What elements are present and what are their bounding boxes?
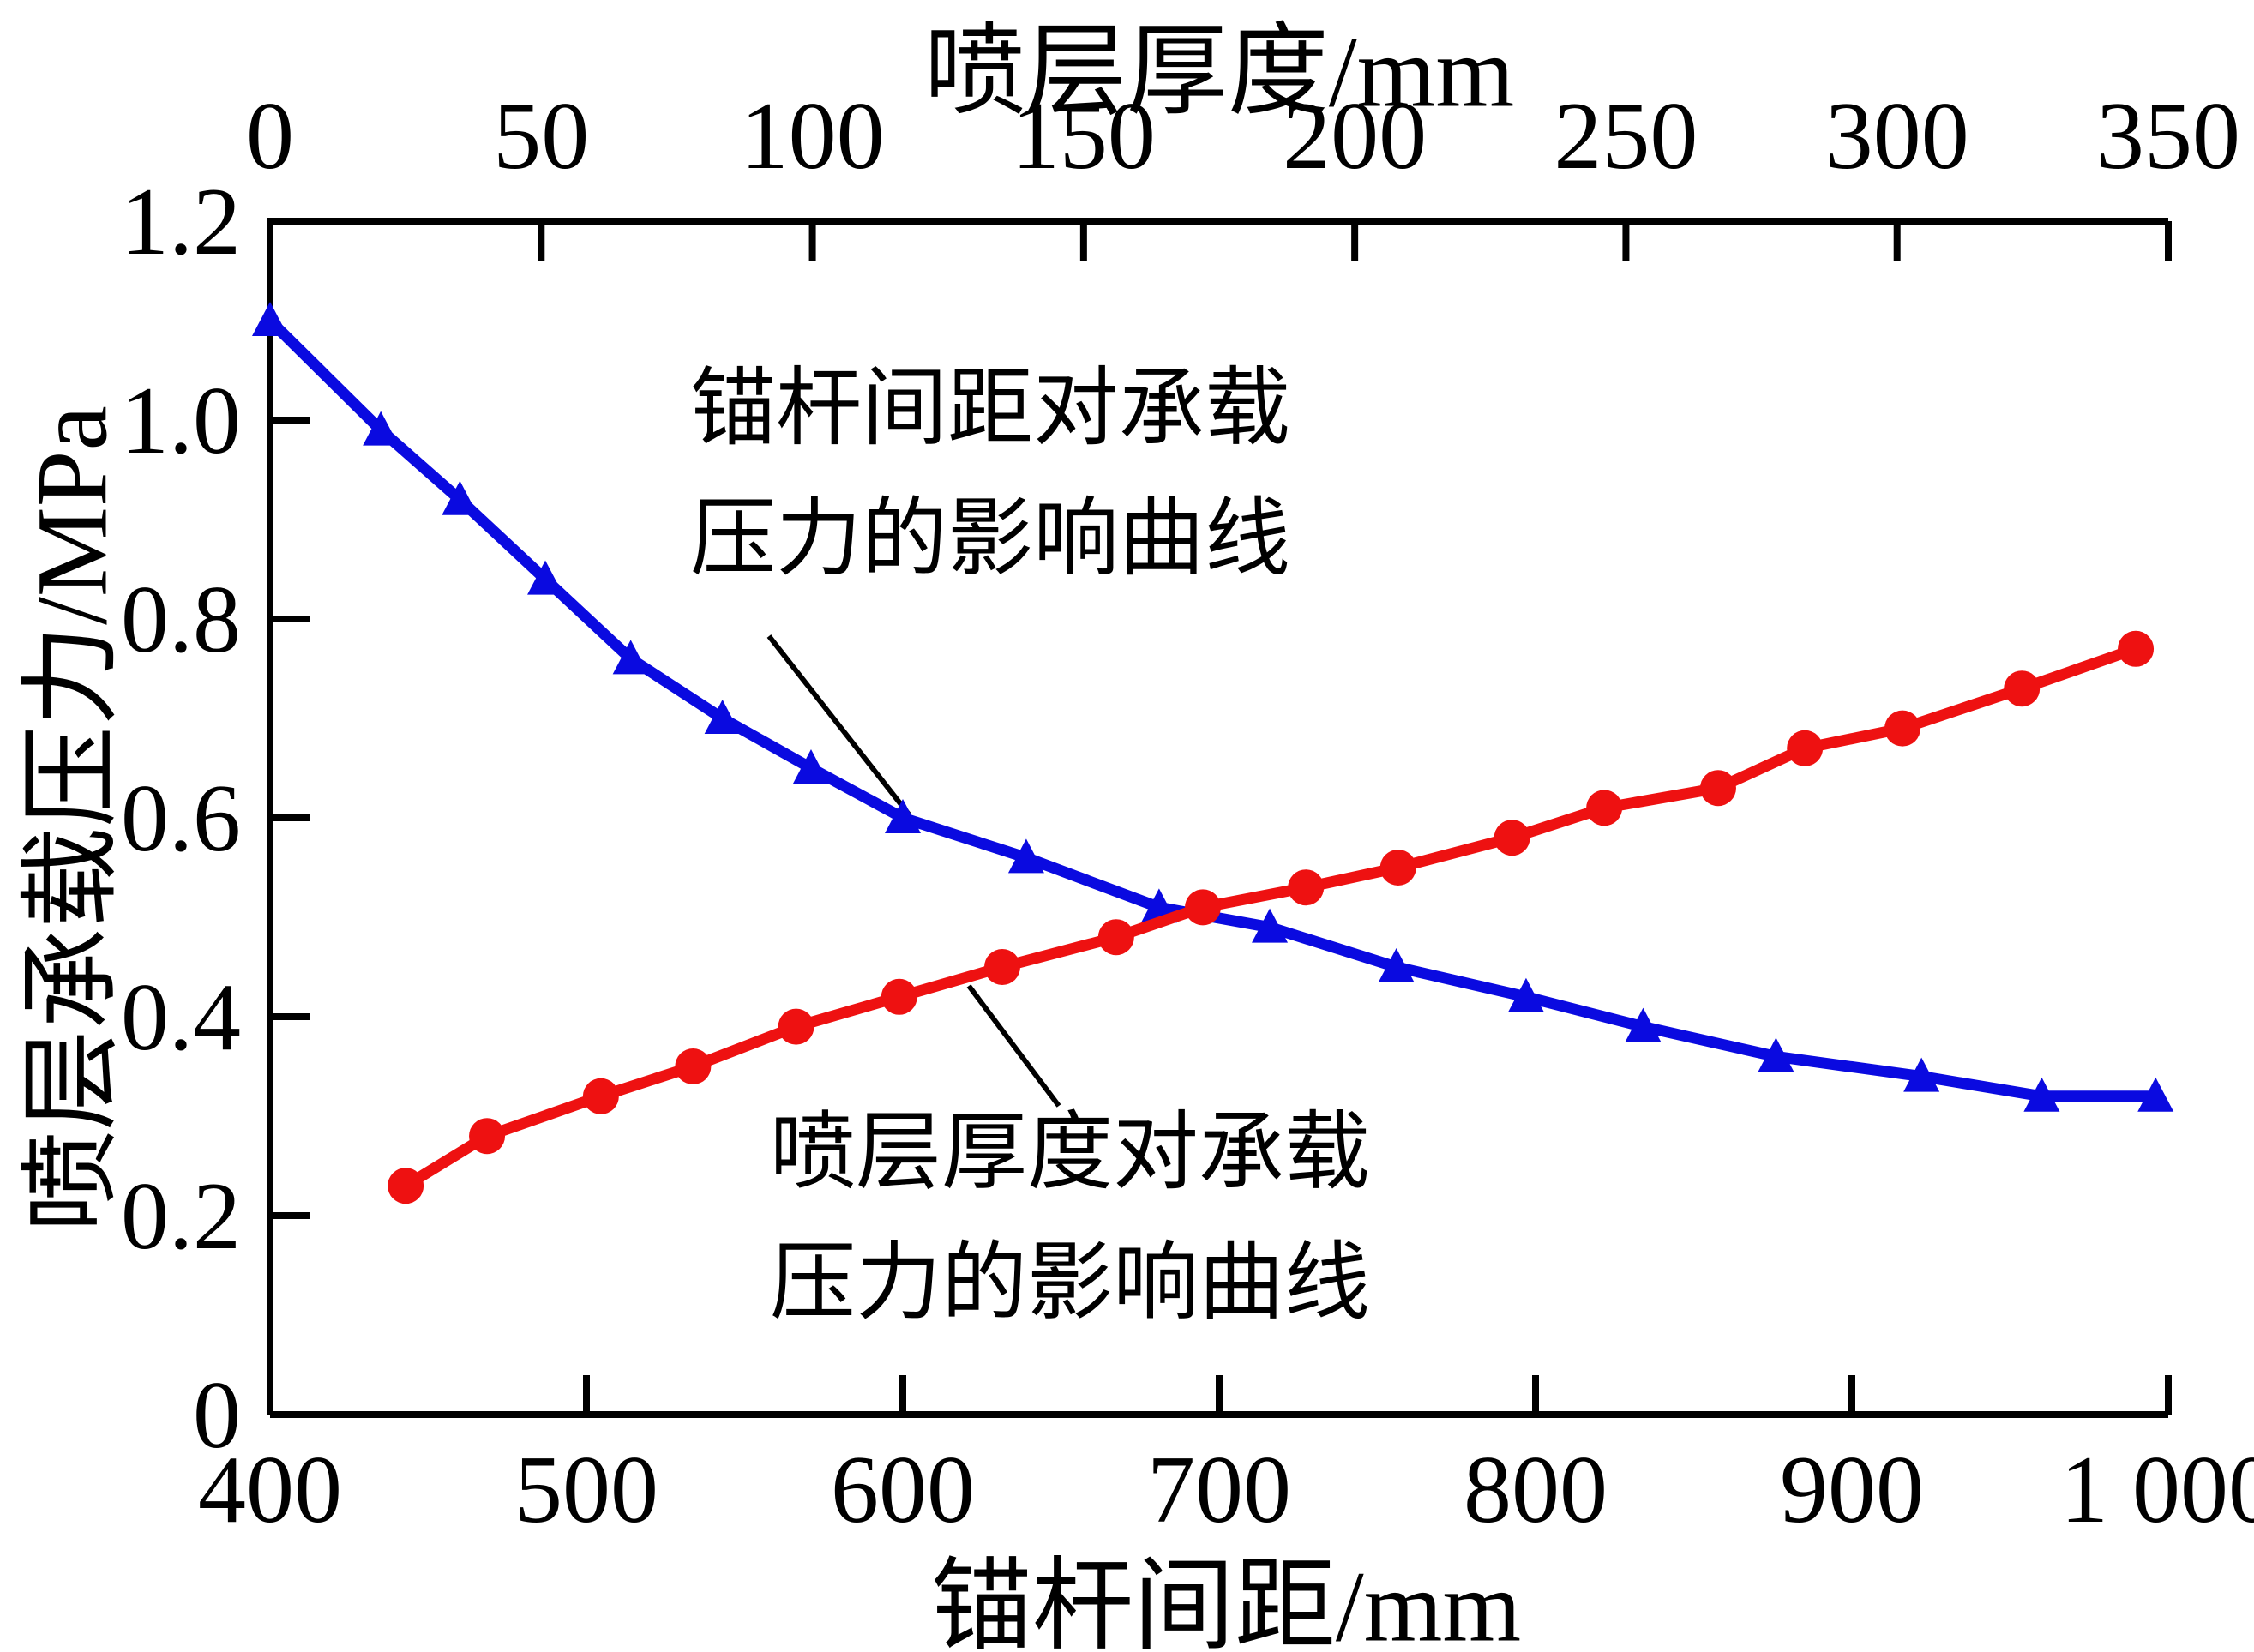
svg-text:0: 0 <box>193 1362 241 1469</box>
svg-text:600: 600 <box>831 1437 975 1543</box>
left-axis-title: 喷层承载压力/MPa <box>15 405 129 1232</box>
svg-text:100: 100 <box>741 83 885 189</box>
annotation-shotcrete-thickness-label: 喷层厚度对承载 压力的影响曲线 <box>770 1088 1370 1349</box>
annotation-shotcrete-thickness-line2: 压力的影响曲线 <box>770 1235 1370 1331</box>
svg-text:350: 350 <box>2096 83 2240 189</box>
series-shotcrete-thickness-curve <box>388 630 2155 1204</box>
annotation-bolt-spacing-line1: 锚杆间距对承载 <box>690 361 1290 456</box>
svg-text:500: 500 <box>514 1437 658 1543</box>
svg-text:300: 300 <box>1825 83 1969 189</box>
svg-text:150: 150 <box>1012 83 1156 189</box>
svg-text:900: 900 <box>1780 1437 1924 1543</box>
svg-text:700: 700 <box>1147 1437 1291 1543</box>
svg-text:0.4: 0.4 <box>121 964 241 1071</box>
tick-labels: 400 500 600 700 800 900 1 000 0 50 100 150 200 250 30… <box>121 83 2254 1543</box>
top-axis-title: 喷层厚度/mm <box>923 15 1515 129</box>
svg-text:400: 400 <box>198 1437 342 1543</box>
annotation-shotcrete-thickness-line1: 喷层厚度对承载 <box>770 1105 1370 1200</box>
svg-text:200: 200 <box>1283 83 1427 189</box>
svg-text:0.8: 0.8 <box>121 567 241 673</box>
tick-marks <box>270 221 2172 1415</box>
svg-text:1.0: 1.0 <box>121 368 241 474</box>
annotation-bolt-spacing-label: 锚杆间距对承载 压力的影响曲线 <box>690 344 1290 604</box>
svg-text:0.6: 0.6 <box>121 766 241 872</box>
bottom-axis-title: 锚杆间距/mm <box>930 1550 1522 1652</box>
svg-text:1 000: 1 000 <box>2060 1437 2254 1543</box>
annotation-bolt-spacing-line2: 压力的影响曲线 <box>690 491 1290 586</box>
svg-text:0.2: 0.2 <box>121 1163 241 1270</box>
svg-text:1.2: 1.2 <box>121 169 241 275</box>
svg-text:0: 0 <box>246 83 294 189</box>
svg-text:50: 50 <box>493 83 589 189</box>
svg-text:250: 250 <box>1554 83 1698 189</box>
svg-text:800: 800 <box>1464 1437 1608 1543</box>
leader-lines <box>766 634 1061 1108</box>
series-bolt-spacing-curve <box>252 302 2174 1112</box>
